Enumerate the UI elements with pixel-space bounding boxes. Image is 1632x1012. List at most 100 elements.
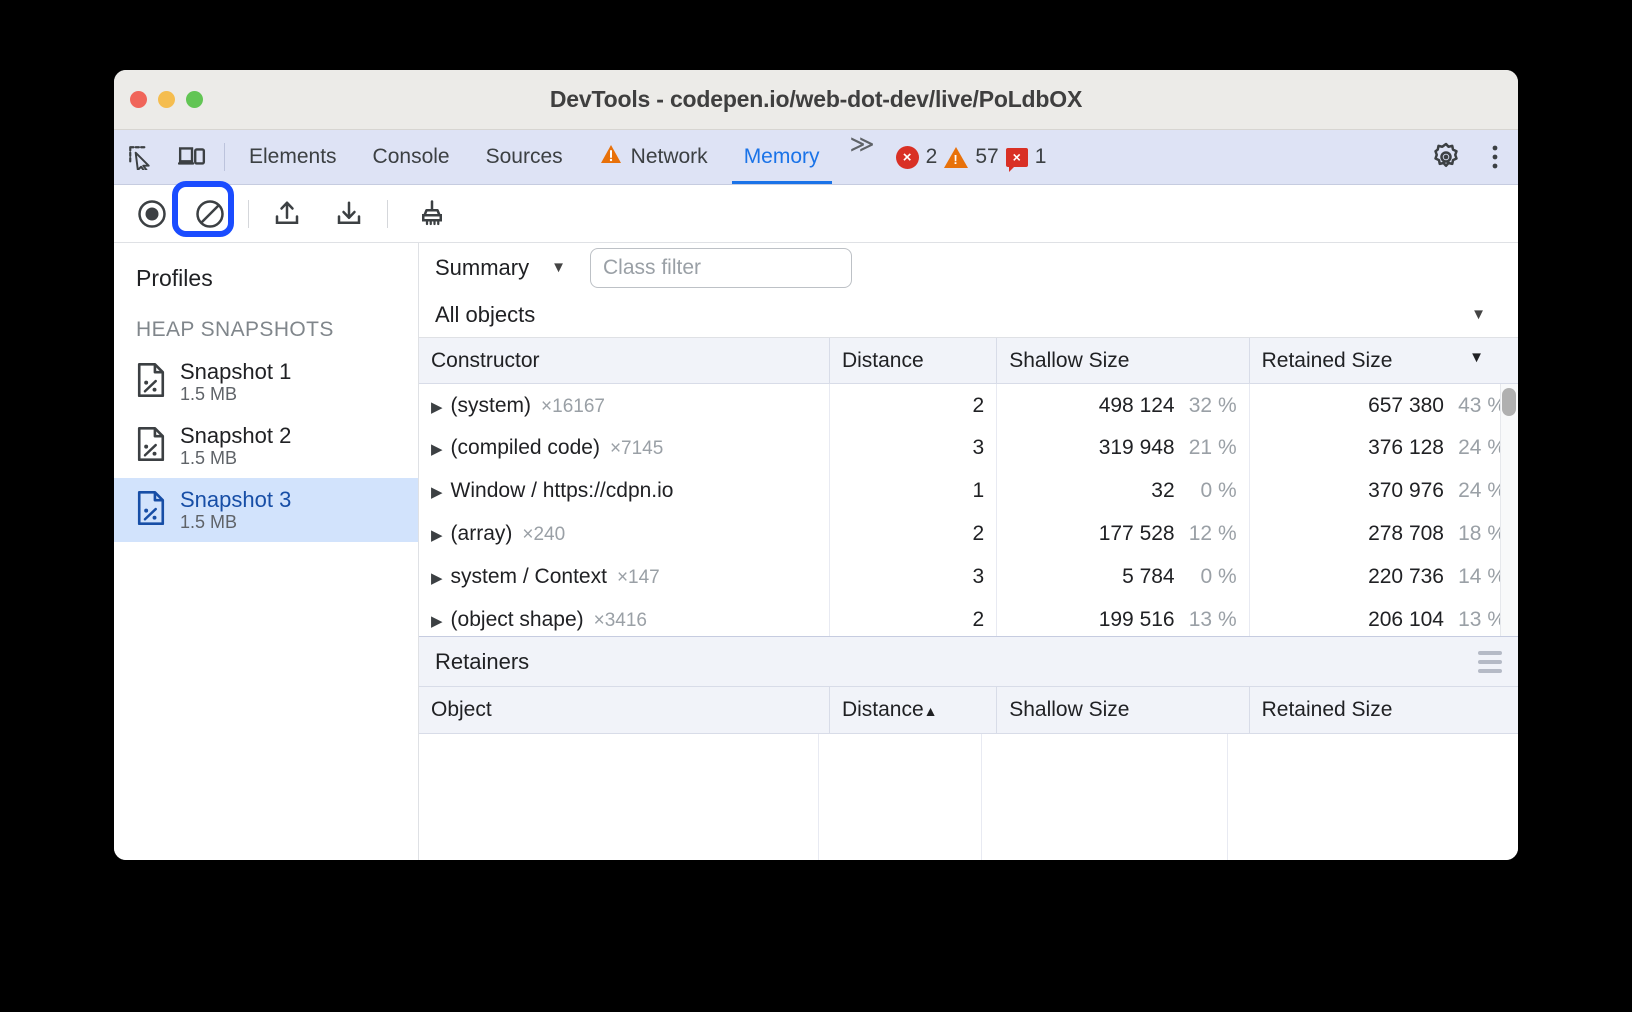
cell-shallow-size: 319 948 21 % xyxy=(996,426,1250,470)
retainers-header: Retainers xyxy=(419,637,1518,688)
chevron-down-icon[interactable]: ▼ xyxy=(551,259,566,277)
retained-size-percent: 24 % xyxy=(1458,436,1506,460)
error-count: 2 xyxy=(925,145,938,168)
more-options-icon[interactable] xyxy=(1472,143,1518,171)
more-tabs-icon[interactable]: ≫ xyxy=(849,131,875,158)
constructor-table-scrollbar[interactable] xyxy=(1500,383,1518,637)
shallow-size-value: 319 948 xyxy=(1098,436,1175,460)
table-row[interactable]: ▶ (system) ×16167 2 498 124 32 % 657 380 43 … xyxy=(419,383,1518,427)
tabbar-right-controls xyxy=(1407,130,1518,184)
tab-memory[interactable]: Memory xyxy=(726,130,838,184)
cell-distance: 3 xyxy=(829,555,998,599)
error-counter[interactable]: × 2 xyxy=(895,145,938,169)
column-header-shallow-size[interactable]: Shallow Size xyxy=(996,337,1250,385)
snapshot-3-name: Snapshot 3 xyxy=(180,486,292,512)
summary-toolbar: Summary ▼ xyxy=(419,243,1518,293)
table-row[interactable]: ▶ Window / https://cdpn.io 1 32 0 % 370 97… xyxy=(419,469,1518,513)
table-row[interactable]: ▶ system / Context ×147 3 5 784 0 % 220 736… xyxy=(419,555,1518,599)
class-filter-input[interactable] xyxy=(589,247,852,288)
snapshot-file-icon xyxy=(136,362,166,402)
hamburger-menu-icon[interactable] xyxy=(1478,650,1502,673)
cell-shallow-size: 5 784 0 % xyxy=(996,555,1250,599)
minimize-window-button[interactable] xyxy=(158,91,175,108)
cell-retained-size: 206 104 13 % xyxy=(1249,599,1518,637)
sidebar-item-snapshot-2[interactable]: Snapshot 2 1.5 MB xyxy=(114,414,418,478)
column-header-distance[interactable]: Distance xyxy=(829,337,998,385)
cell-constructor[interactable]: ▶ (system) ×16167 xyxy=(419,383,830,427)
cell-constructor[interactable]: ▶ (compiled code) ×7145 xyxy=(419,426,830,470)
load-profile-button[interactable] xyxy=(263,192,311,236)
cell-constructor[interactable]: ▶ (object shape) ×3416 xyxy=(419,598,830,637)
table-row[interactable]: ▶ (compiled code) ×7145 3 319 948 21 % 376 … xyxy=(419,426,1518,470)
maximize-window-button[interactable] xyxy=(186,91,203,108)
column-label: Constructor xyxy=(431,348,540,372)
chevron-down-icon[interactable]: ▼ xyxy=(1471,306,1486,324)
collect-garbage-icon[interactable] xyxy=(408,192,456,236)
cell-constructor[interactable]: ▶ Window / https://cdpn.io xyxy=(419,469,830,513)
column-header-retained-size[interactable]: Retained Size ▼ xyxy=(1249,337,1518,385)
expand-triangle-icon[interactable]: ▶ xyxy=(431,398,443,416)
window-titlebar: DevTools - codepen.io/web-dot-dev/live/P… xyxy=(114,70,1518,130)
cell-shallow-size: 32 0 % xyxy=(996,469,1250,513)
retainers-empty-col-object xyxy=(419,733,819,860)
snapshot-file-icon xyxy=(136,426,166,466)
retained-size-value: 657 380 xyxy=(1368,393,1444,417)
sort-ascending-icon: ▲ xyxy=(923,703,938,720)
scrollbar-thumb[interactable] xyxy=(1502,387,1516,416)
save-profile-button[interactable] xyxy=(325,192,373,236)
issue-counter[interactable]: × 1 xyxy=(1005,145,1046,172)
cell-constructor[interactable]: ▶ system / Context ×147 xyxy=(419,555,830,599)
column-label: Shallow Size xyxy=(1009,698,1130,722)
record-heap-snapshot-button[interactable] xyxy=(128,192,176,236)
warning-counter[interactable]: 57 xyxy=(944,145,999,169)
column-header-object[interactable]: Object xyxy=(419,687,830,734)
clear-all-profiles-button[interactable] xyxy=(186,192,234,236)
column-header-shallow-size[interactable]: Shallow Size xyxy=(996,687,1250,734)
shallow-size-value: 5 784 xyxy=(1122,565,1175,589)
cell-distance: 1 xyxy=(829,469,998,513)
tab-elements-label: Elements xyxy=(249,145,337,168)
column-label: Distance xyxy=(841,698,924,722)
table-row[interactable]: ▶ (object shape) ×3416 2 199 516 13 % 206 1… xyxy=(419,598,1518,637)
expand-triangle-icon[interactable]: ▶ xyxy=(431,484,443,502)
inspect-element-icon[interactable] xyxy=(114,130,166,184)
column-label: Retained Size xyxy=(1261,698,1393,722)
view-selector-value[interactable]: Summary xyxy=(435,254,530,280)
memory-toolbar-divider-2 xyxy=(387,199,388,228)
snapshot-2-name: Snapshot 2 xyxy=(180,422,292,448)
gear-icon[interactable] xyxy=(1420,142,1472,172)
memory-toolbar xyxy=(114,181,1518,243)
device-toolbar-icon[interactable] xyxy=(166,130,218,184)
cell-constructor[interactable]: ▶ (array) ×240 xyxy=(419,512,830,556)
retainers-title: Retainers xyxy=(435,648,530,674)
objects-selector[interactable]: All objects ▼ xyxy=(419,292,1518,338)
sidebar-item-snapshot-3[interactable]: Snapshot 3 1.5 MB xyxy=(114,478,418,542)
expand-triangle-icon[interactable]: ▶ xyxy=(431,613,443,631)
retainers-empty-col-shallow xyxy=(982,733,1228,860)
tab-elements[interactable]: Elements xyxy=(231,130,355,184)
constructor-name: (array) xyxy=(450,522,513,546)
snapshot-2-size: 1.5 MB xyxy=(180,447,238,468)
sidebar-group-heap-snapshots: HEAP SNAPSHOTS xyxy=(136,318,334,341)
tab-console[interactable]: Console xyxy=(355,130,468,184)
memory-main-area: Summary ▼ All objects ▼ C xyxy=(419,243,1518,860)
tab-sources[interactable]: Sources xyxy=(468,130,581,184)
close-window-button[interactable] xyxy=(130,91,147,108)
expand-triangle-icon[interactable]: ▶ xyxy=(431,527,443,545)
tabbar-divider xyxy=(224,143,225,171)
sidebar-item-snapshot-1[interactable]: Snapshot 1 1.5 MB xyxy=(114,350,418,414)
retained-size-percent: 43 % xyxy=(1458,393,1506,417)
memory-panel-body: Profiles HEAP SNAPSHOTS Snapshot 1 1.5 M… xyxy=(114,243,1518,860)
expand-triangle-icon[interactable]: ▶ xyxy=(431,441,443,459)
table-row[interactable]: ▶ (array) ×240 2 177 528 12 % 278 708 18 % xyxy=(419,512,1518,556)
column-header-retained-size[interactable]: Retained Size xyxy=(1249,687,1518,734)
constructor-table: Constructor Distance Shallow Size Retain… xyxy=(419,337,1518,637)
snapshot-3-size: 1.5 MB xyxy=(180,511,238,532)
snapshot-1-size: 1.5 MB xyxy=(180,383,238,404)
cell-retained-size: 376 128 24 % xyxy=(1249,427,1518,470)
column-header-constructor[interactable]: Constructor xyxy=(419,337,830,385)
column-label: Shallow Size xyxy=(1009,348,1130,372)
column-header-distance[interactable]: Distance▲ xyxy=(829,687,998,734)
expand-triangle-icon[interactable]: ▶ xyxy=(431,570,443,588)
tab-network[interactable]: Network xyxy=(581,130,726,184)
